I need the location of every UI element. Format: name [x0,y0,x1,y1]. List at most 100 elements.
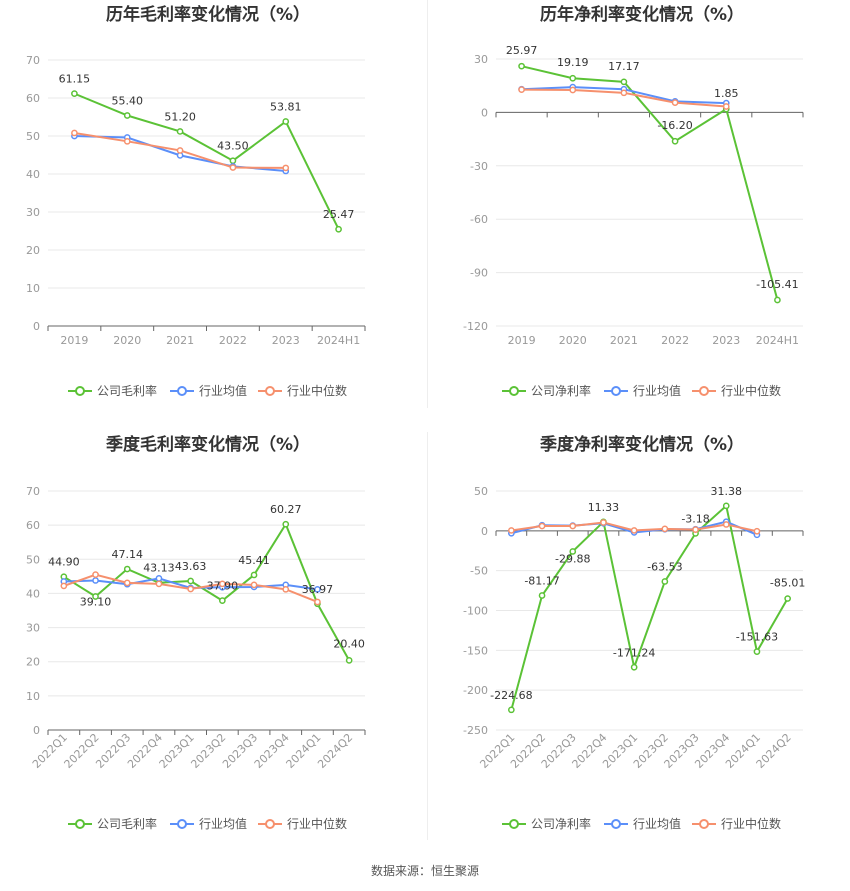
y-tick-label: 50 [26,553,40,566]
x-tick-label: 2020 [559,334,587,347]
data-label: 19.19 [557,56,589,69]
industry-median-series-point [620,89,628,97]
y-tick-label: 70 [26,485,40,498]
annual-gross-margin-svg: 历年毛利率变化情况（%） 0 10 20 30 40 50 60 70 2019 2020 2021 2… [26,4,366,398]
industry-median-series-point [123,137,131,145]
y-tick-label: 50 [26,130,40,143]
legend-label: 行业中位数 [287,383,347,398]
x-tick-label: 2023 [712,334,740,347]
annual-gross-margin-chart: 历年毛利率变化情况（%） 0 10 20 30 40 50 60 70 2019 2020 2021 2… [0,0,425,410]
industry-median-series-point [508,527,515,534]
company-series-point [784,595,791,602]
chart-title: 季度毛利率变化情况（%） [106,434,310,455]
panel-divider-bottom [427,432,428,840]
y-tick-label: -50 [470,565,488,578]
company-series-point [518,62,525,70]
quarterly-net-margin-svg: 季度净利率变化情况（%）-250-200-150-100-500502022Q1… [463,434,805,831]
data-label: 47.14 [112,548,144,561]
industry-median-series-point [92,571,99,578]
legend-label: 行业中位数 [287,816,347,831]
industry-median-series-point [569,522,577,530]
y-tick-label: 20 [26,244,40,257]
x-tick-label: 2023 [272,334,300,347]
data-label: 45.41 [238,554,270,567]
chart-title: 历年净利率变化情况（%） [540,4,744,25]
legend-marker-industry-median-series [265,386,275,396]
industry-median-series-point [630,527,638,534]
legend-label: 行业均值 [633,816,681,831]
y-tick-label: -150 [463,644,488,657]
industry-median-series-point [661,525,669,533]
industry-avg-series-point [92,577,99,584]
data-label: -63.53 [647,560,682,573]
industry-median-series-point [722,521,730,528]
data-label: 31.38 [711,485,743,498]
annual-net-margin-svg: 历年净利率变化情况（%） -120 -90 -60 -30 0 30 2019 2020 2021… [463,4,804,398]
industry-median-series-point [282,164,290,172]
y-tick-label: -30 [470,160,488,173]
annual-net-margin-chart: 历年净利率变化情况（%） -120 -90 -60 -30 0 30 2019 2020 2021… [428,0,850,410]
company-series-point [774,296,781,304]
x-tick-label: 2021 [166,334,194,347]
data-label: 44.90 [48,556,80,569]
y-tick-label: -200 [463,684,488,697]
company-series-line [74,92,340,230]
industry-median-series-point [600,519,607,526]
data-label: -171.24 [613,646,655,659]
company-series-point [661,578,669,585]
data-label: 11.33 [588,501,620,514]
y-tick-label: 70 [26,54,40,67]
data-label: 43.63 [175,560,207,573]
industry-median-series-point [518,86,525,93]
industry-median-series-point [123,579,131,587]
industry-median-series-point [282,585,290,593]
y-tick-label: -120 [463,320,488,333]
industry-median-series-point [569,86,577,94]
company-series-point [282,520,290,528]
company-series-point [71,90,78,97]
legend-label: 公司净利率 [531,383,591,398]
legend-marker-industry-avg-series [177,386,187,396]
chart-title: 季度净利率变化情况（%） [540,434,744,455]
data-label: 61.15 [59,73,91,86]
company-series-point [722,502,730,510]
company-series-point [123,112,131,119]
industry-median-series-point [722,103,730,110]
data-source-note: 数据来源：恒生聚源 [370,864,479,878]
panel-divider-top [427,0,428,408]
industry-median-series-point [314,598,321,606]
y-tick-label: 30 [26,206,40,219]
x-tick-label: 2020 [113,334,141,347]
data-label: 39.10 [80,596,112,609]
y-tick-label: 0 [481,106,488,119]
industry-median-series-point [187,585,194,593]
legend-marker-industry-avg-series [611,386,621,396]
y-tick-label: 30 [26,622,40,635]
company-series-point [176,128,184,135]
industry-avg-series-point [314,585,321,593]
y-tick-label: 20 [26,656,40,669]
y-tick-label: 40 [26,587,40,600]
company-series-point [92,593,99,600]
x-tick-label: 2019 [508,334,536,347]
legend-marker-company-series [75,386,85,396]
y-tick-label: 10 [26,690,40,703]
data-label: 55.40 [112,94,144,107]
company-series-point [219,597,226,604]
y-tick-label: 0 [33,724,40,737]
x-tick-label: 2024H1 [317,334,360,347]
x-tick-label: 2022 [219,334,247,347]
company-series-point [671,137,679,145]
industry-median-series-point [753,527,761,535]
data-label: -3.18 [681,512,709,525]
x-tick-label: 2024H1 [756,334,799,347]
data-label: 17.17 [608,60,640,73]
company-series-point [229,157,237,165]
x-tick-label: 2022 [661,334,689,347]
company-series-point [345,656,353,664]
y-tick-label: 10 [26,282,40,295]
industry-median-series-point [71,129,78,137]
company-series-point [753,648,761,655]
data-label: -16.20 [657,119,692,132]
y-tick-label: 50 [474,485,488,498]
